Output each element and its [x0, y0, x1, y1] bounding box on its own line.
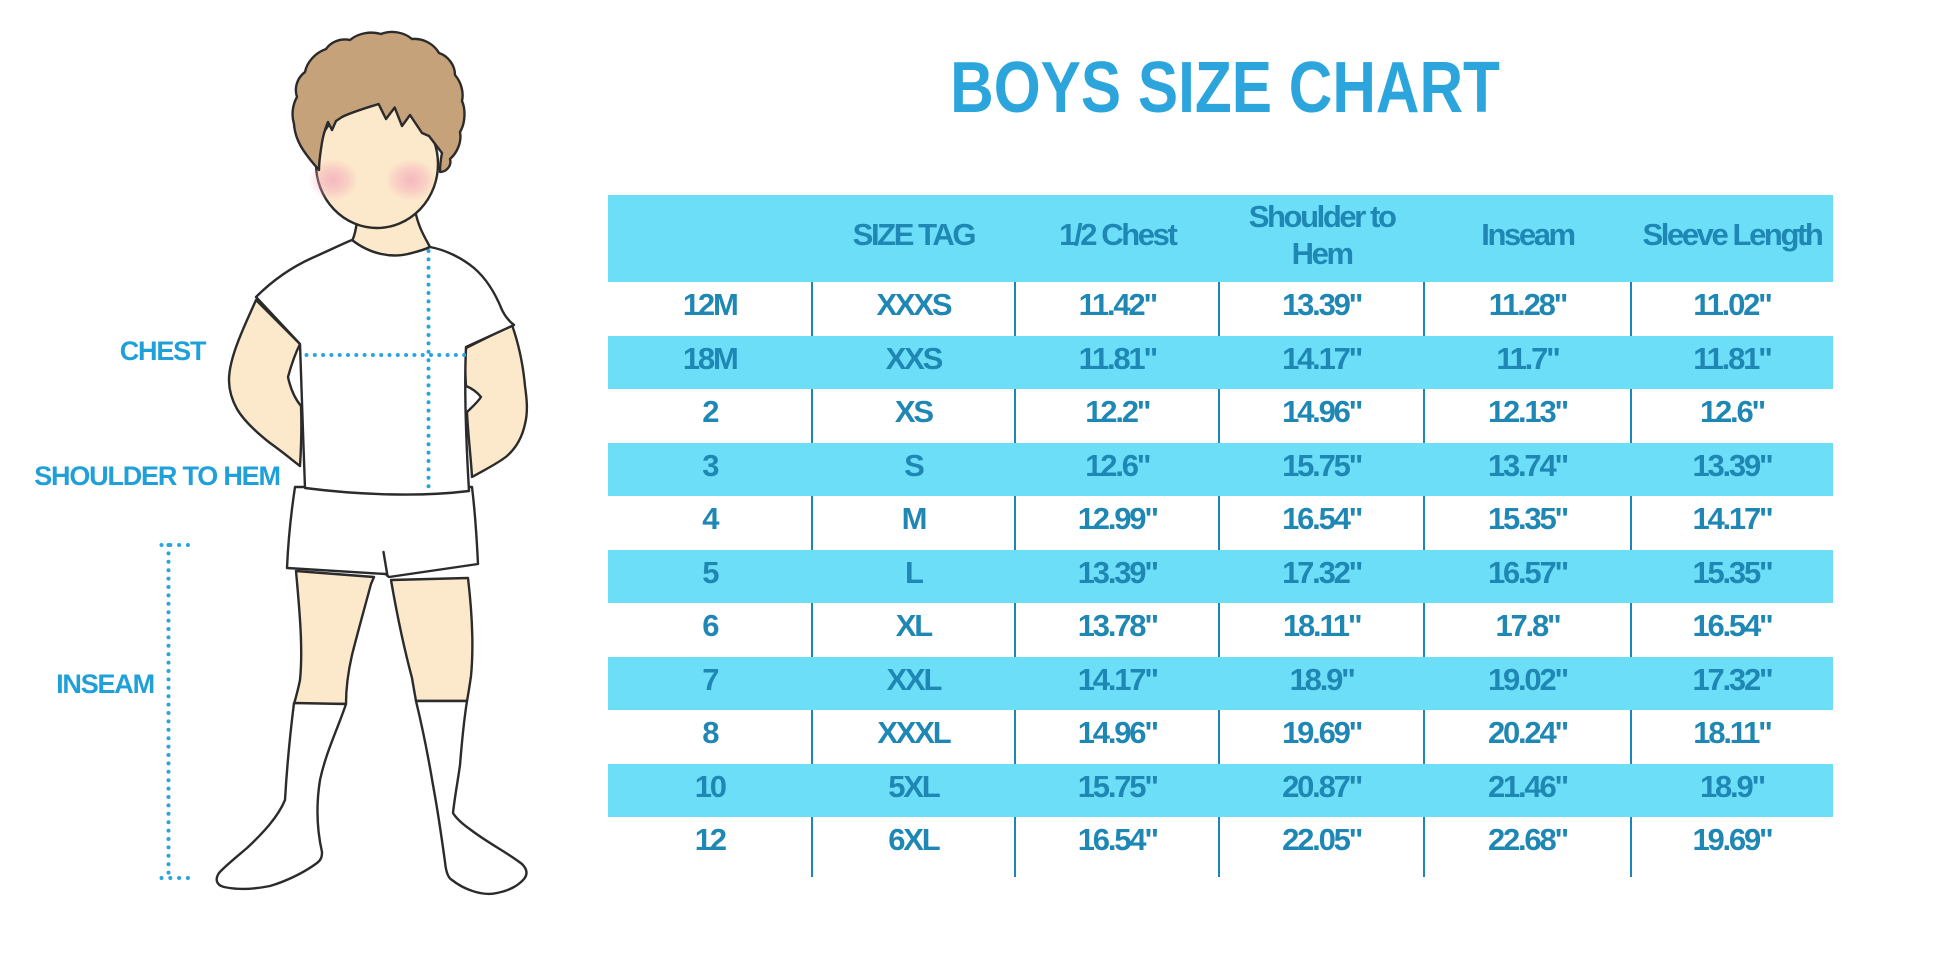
svg-text:SHOULDER TO HEM: SHOULDER TO HEM: [34, 461, 280, 491]
svg-text:INSEAM: INSEAM: [56, 669, 154, 699]
svg-text:CHEST: CHEST: [120, 336, 207, 366]
